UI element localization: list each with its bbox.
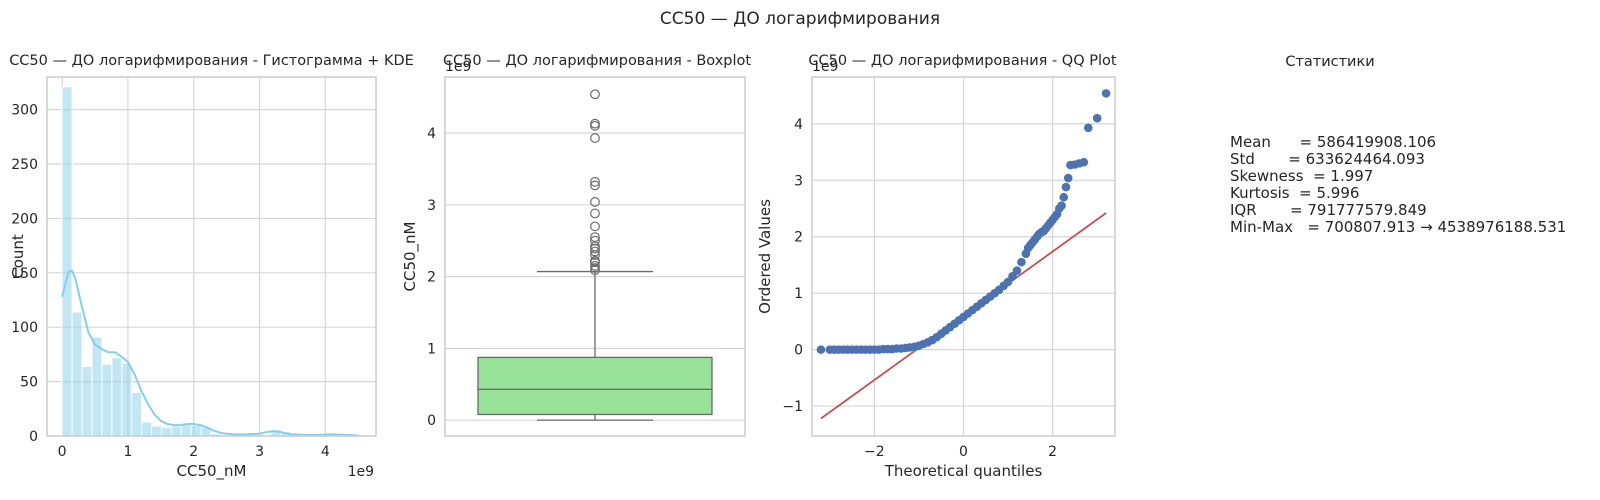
y-tick-label: 4 [427,126,436,142]
plot-frame [444,76,746,437]
histogram-bar [61,86,73,437]
kde-line [61,269,359,437]
histogram-bar [190,424,202,437]
x-tick-label: 0 [58,444,67,460]
qq-point [816,345,826,354]
x-axis-label: CC50_nM [177,462,247,481]
histogram-bar [131,391,143,437]
outlier-point [590,255,600,266]
histogram-bar [101,363,113,437]
qq-point [1059,192,1069,202]
x-offset-label: 1e9 [348,464,374,480]
histogram-bar [91,336,103,437]
plot-title: CC50 — ДО логарифмирования - Гистограмма… [9,53,414,69]
y-tick-label: 150 [11,266,38,282]
outlier-point [590,232,600,243]
x-tick-label: 1 [123,444,132,460]
plot-3: −2 0 2 −1 0 1 2 3 4 CC50 — ДО логарифмирования - … [756,53,1117,480]
outlier-point [590,221,600,232]
x-axis-label: Theoretical quantiles [884,462,1043,480]
histogram-bar [71,311,83,437]
y-axis-label: CC50_nM [401,222,420,292]
y-tick-label: 2 [427,270,436,286]
y-tick-label: 50 [20,375,38,391]
y-axis-label: Ordered Values [756,199,774,314]
y-tick-label: 4 [794,117,803,133]
histogram-bar [151,425,162,437]
stats-panel: Статистики Mean = 586419908.106 Std = 63… [1230,54,1566,236]
x-tick-label: 0 [959,444,968,460]
plot-frame [811,76,1116,437]
x-tick-label: 2 [189,444,198,460]
outlier-point [590,176,600,187]
y-tick-label: 2 [794,230,803,246]
y-tick-label: 300 [11,103,38,119]
qq-point [1083,123,1093,133]
qq-point [1057,201,1066,210]
plot-frame [46,76,377,437]
figure-title: CC50 — ДО логарифмирования [660,9,940,29]
qq-point [1017,257,1026,267]
y-tick-label: 3 [794,173,803,189]
qq-point [1092,113,1102,123]
y-tick-label: 3 [427,198,436,214]
y-tick-label: 200 [11,211,38,227]
x-tick-label: 4 [321,444,330,460]
plot-1: 0 1 2 3 4 0 50 100 150 200 250 300 CC50 — ДО логариф… [9,53,414,481]
outlier-point [590,118,600,129]
stat-iqr: IQR = 791777579.849 [1230,201,1427,219]
stat-min-max: Min-Max = 700807.913 → 4538976188.531 [1230,218,1566,236]
histogram-bar [111,357,123,437]
x-tick-label: 2 [1048,444,1057,460]
stat-std: Std = 633624464.093 [1230,150,1425,168]
qq-point [1079,157,1089,167]
outlier-point [590,89,600,100]
outlier-point [590,235,600,246]
outlier-point [590,133,600,143]
y-tick-label: 1 [427,341,436,357]
histogram-bar [170,425,182,437]
outlier-point [590,180,600,191]
box-iqr [477,356,713,416]
stat-skewness: Skewness = 1.997 [1230,167,1373,185]
histogram-bar [121,362,133,437]
stat-mean: Mean = 586419908.106 [1230,133,1436,151]
y-tick-label: −1 [782,399,803,415]
stat-kurtosis: Kurtosis = 5.996 [1230,184,1359,202]
x-tick-label: −2 [864,444,885,460]
plot-title: CC50 — ДО логарифмирования - QQ Plot [808,53,1116,69]
x-tick-label: 3 [255,444,264,460]
y-tick-label: 250 [11,157,38,173]
y-offset-label: 1e9 [445,59,471,75]
outlier-point [590,241,600,252]
plot-2: 0 1 2 3 4 CC50 — ДО логарифмирования - Boxplo… [401,53,751,437]
y-tick-label: 100 [11,320,38,336]
histogram-bar [160,426,172,437]
qq-point [1061,182,1071,192]
histogram-bar [81,365,93,437]
stats-title: Статистики [1285,54,1374,70]
histogram-bar [141,421,153,437]
outlier-point [590,197,600,207]
y-tick-label: 0 [794,343,803,359]
plot-title: CC50 — ДО логарифмирования - Boxplot [443,53,751,69]
outlier-point [590,246,600,257]
y-offset-label: 1e9 [812,59,838,75]
y-tick-label: 0 [427,413,436,429]
y-tick-label: 0 [29,429,38,445]
qq-point [1063,173,1073,183]
outlier-point [590,260,600,271]
qq-point [1012,266,1022,275]
outlier-point [590,208,600,219]
y-tick-label: 1 [794,286,803,302]
y-axis-label: Count [9,234,27,279]
qq-point [1101,89,1111,98]
